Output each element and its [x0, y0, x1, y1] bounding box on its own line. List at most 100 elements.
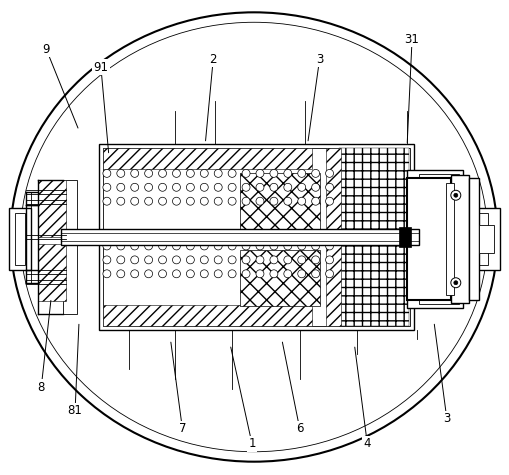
Circle shape: [228, 197, 236, 205]
Text: 91: 91: [94, 60, 108, 74]
Bar: [103, 148, 312, 170]
Circle shape: [117, 242, 125, 250]
Circle shape: [312, 183, 320, 191]
Circle shape: [228, 170, 236, 177]
Circle shape: [145, 197, 153, 205]
Bar: [326, 148, 342, 234]
Text: 8: 8: [38, 380, 45, 394]
Circle shape: [131, 270, 138, 278]
Circle shape: [173, 242, 180, 250]
Circle shape: [242, 270, 250, 278]
Bar: [103, 240, 410, 326]
Circle shape: [131, 256, 138, 264]
Circle shape: [270, 183, 278, 191]
Bar: [103, 304, 312, 326]
Circle shape: [270, 270, 278, 278]
Circle shape: [214, 183, 222, 191]
Circle shape: [131, 242, 138, 250]
Bar: [407, 171, 463, 308]
Circle shape: [145, 242, 153, 250]
Circle shape: [103, 242, 111, 250]
Bar: [103, 148, 410, 234]
Circle shape: [242, 197, 250, 205]
Circle shape: [159, 183, 166, 191]
Circle shape: [312, 170, 320, 177]
Circle shape: [117, 197, 125, 205]
Circle shape: [201, 170, 208, 177]
Circle shape: [228, 270, 236, 278]
Circle shape: [186, 170, 194, 177]
Circle shape: [312, 256, 320, 264]
Circle shape: [201, 256, 208, 264]
Circle shape: [159, 170, 166, 177]
Circle shape: [131, 170, 138, 177]
Circle shape: [298, 242, 306, 250]
Circle shape: [103, 197, 111, 205]
Bar: [451, 175, 469, 303]
Circle shape: [145, 256, 153, 264]
Bar: [407, 178, 451, 300]
Bar: [61, 229, 419, 245]
Circle shape: [186, 242, 194, 250]
Bar: [99, 240, 414, 331]
Circle shape: [242, 256, 250, 264]
Circle shape: [326, 170, 333, 177]
Bar: [446, 183, 454, 294]
Circle shape: [284, 256, 292, 264]
Circle shape: [326, 242, 333, 250]
Bar: [469, 178, 478, 300]
Text: 1: 1: [248, 437, 256, 450]
Circle shape: [284, 242, 292, 250]
Circle shape: [326, 197, 333, 205]
Circle shape: [145, 270, 153, 278]
Bar: [240, 250, 320, 305]
Circle shape: [256, 270, 264, 278]
Circle shape: [298, 170, 306, 177]
Text: 6: 6: [296, 422, 303, 436]
Circle shape: [131, 197, 138, 205]
Circle shape: [117, 270, 125, 278]
Bar: [478, 225, 494, 253]
Bar: [240, 173, 320, 229]
Circle shape: [214, 270, 222, 278]
Bar: [10, 208, 32, 270]
Circle shape: [312, 197, 320, 205]
Circle shape: [173, 170, 180, 177]
Circle shape: [270, 170, 278, 177]
Bar: [38, 244, 66, 301]
Bar: [15, 213, 25, 265]
Circle shape: [270, 256, 278, 264]
Circle shape: [117, 183, 125, 191]
Circle shape: [173, 270, 180, 278]
Circle shape: [451, 278, 461, 288]
Circle shape: [173, 197, 180, 205]
Circle shape: [131, 183, 138, 191]
Circle shape: [201, 242, 208, 250]
Circle shape: [242, 170, 250, 177]
Circle shape: [298, 270, 306, 278]
Bar: [99, 143, 414, 234]
Text: 31: 31: [405, 33, 419, 46]
Circle shape: [451, 190, 461, 200]
Bar: [477, 213, 488, 265]
Circle shape: [256, 242, 264, 250]
Bar: [419, 174, 459, 304]
Circle shape: [298, 256, 306, 264]
Bar: [326, 240, 342, 326]
Circle shape: [312, 270, 320, 278]
Circle shape: [145, 183, 153, 191]
Circle shape: [454, 281, 458, 285]
Circle shape: [103, 270, 111, 278]
Circle shape: [256, 170, 264, 177]
Circle shape: [284, 270, 292, 278]
Circle shape: [284, 170, 292, 177]
Bar: [340, 148, 409, 234]
Circle shape: [256, 197, 264, 205]
Circle shape: [228, 256, 236, 264]
Circle shape: [298, 183, 306, 191]
Circle shape: [201, 183, 208, 191]
Text: 7: 7: [179, 422, 186, 436]
Circle shape: [159, 197, 166, 205]
Circle shape: [214, 256, 222, 264]
Circle shape: [186, 197, 194, 205]
